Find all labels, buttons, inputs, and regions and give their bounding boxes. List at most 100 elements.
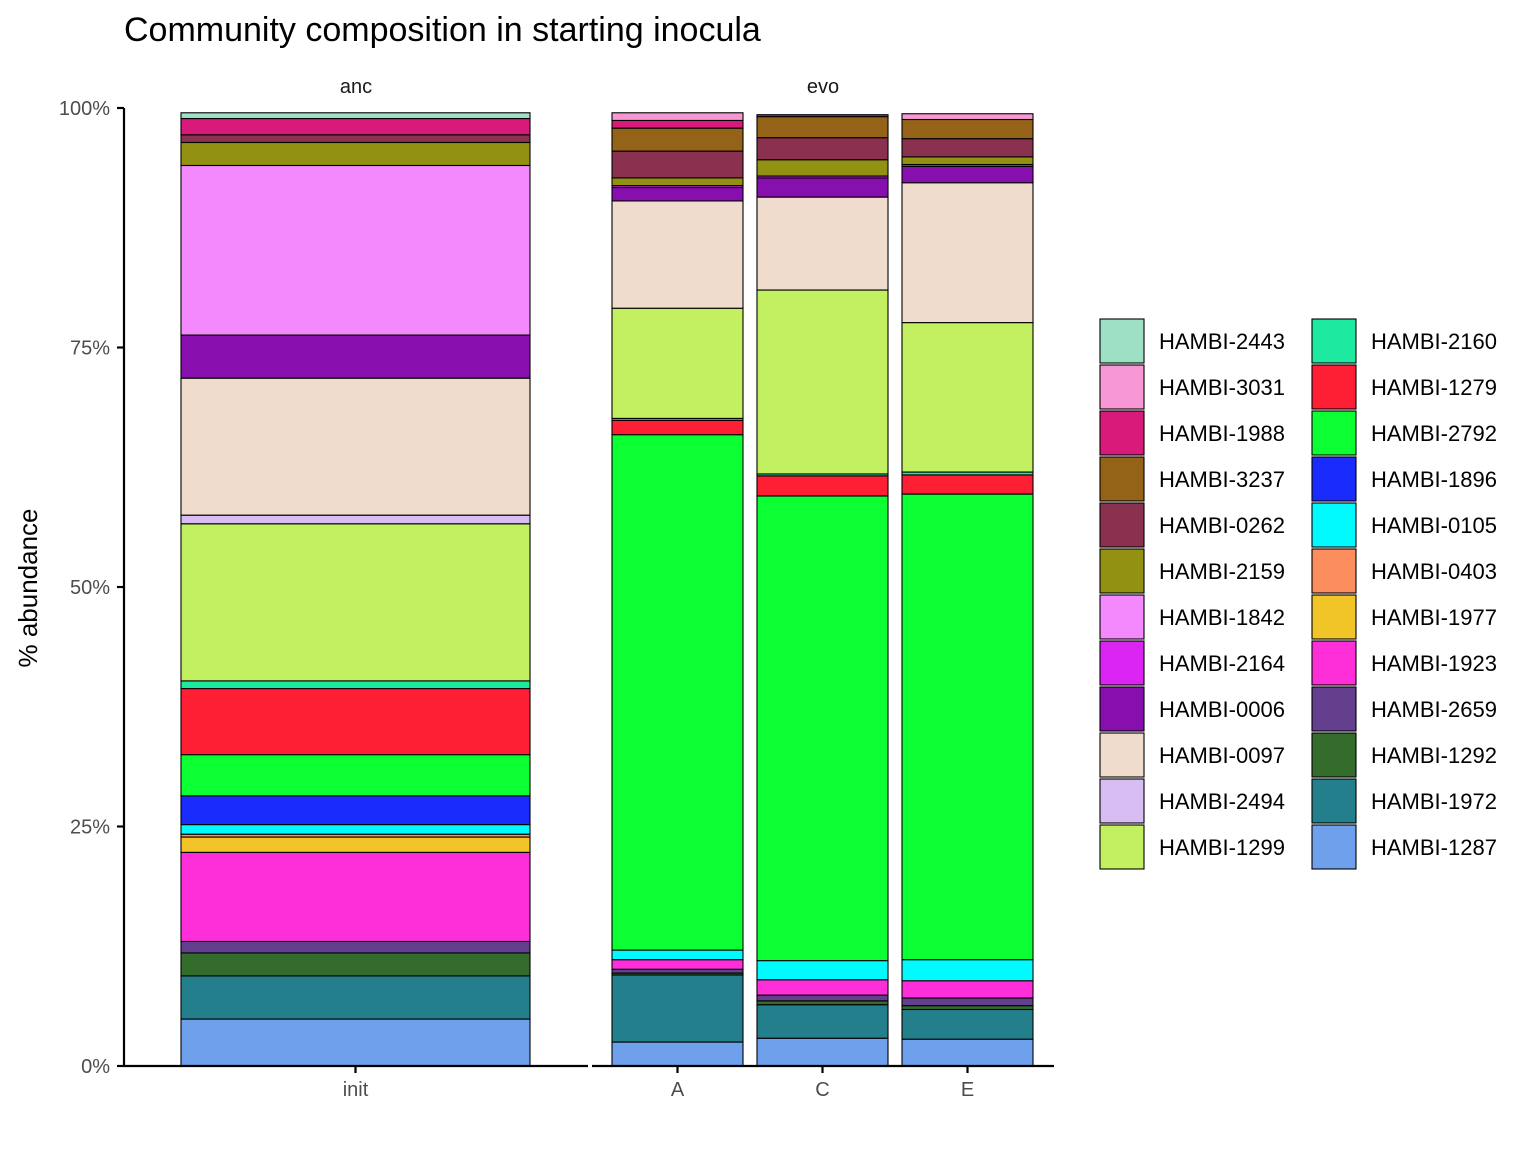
legend-key	[1311, 502, 1357, 548]
bar-e	[901, 113, 1034, 1067]
legend-key	[1311, 548, 1357, 594]
legend-item-hambi-2659: HAMBI-2659	[1311, 686, 1497, 732]
segment-hambi-0097-e	[901, 182, 1034, 324]
legend-label: HAMBI-1287	[1371, 835, 1497, 860]
segment-hambi-1923-e	[901, 980, 1034, 999]
segment-hambi-1287-init	[180, 1018, 531, 1067]
legend-label: HAMBI-2159	[1159, 559, 1285, 584]
legend-item-hambi-2494: HAMBI-2494	[1099, 778, 1285, 824]
segment-hambi-1977-init	[180, 836, 531, 853]
x-tick-label-a: A	[671, 1079, 685, 1101]
segment-hambi-2159-a	[611, 177, 744, 187]
segment-hambi-2443-init	[180, 112, 531, 120]
legend-key	[1099, 502, 1145, 548]
segment-hambi-1299-c	[756, 289, 889, 475]
facet-strip-label: anc	[340, 76, 372, 98]
facet-panels: anc init evo A C E 0% 25% 50% 75% 100%	[59, 76, 1054, 1101]
legend: HAMBI-2443 HAMBI-3031 HAMBI-1988 HAMBI-3237…	[1099, 318, 1497, 870]
segment-hambi-1299-e	[901, 322, 1034, 473]
segment-hambi-2792-c	[756, 495, 889, 962]
segment-hambi-1988-c	[756, 114, 889, 118]
segment-hambi-0105-e	[901, 959, 1034, 982]
legend-item-hambi-0262: HAMBI-0262	[1099, 502, 1285, 548]
segment-hambi-1923-a	[611, 959, 744, 970]
segment-hambi-0105-init	[180, 824, 531, 835]
legend-key	[1311, 410, 1357, 456]
segment-hambi-1287-e	[901, 1038, 1034, 1067]
segment-hambi-0262-e	[901, 138, 1034, 158]
segment-hambi-1299-a	[611, 307, 744, 419]
legend-label: HAMBI-2792	[1371, 421, 1497, 446]
segment-hambi-0097-c	[756, 196, 889, 291]
legend-key	[1099, 364, 1145, 410]
x-tick-label-init: init	[343, 1079, 369, 1101]
x-tick-label-e: E	[961, 1079, 974, 1101]
legend-label: HAMBI-3237	[1159, 467, 1285, 492]
segment-hambi-0262-init	[180, 134, 531, 144]
segment-hambi-1923-c	[756, 979, 889, 996]
legend-key	[1311, 732, 1357, 778]
legend-item-hambi-2159: HAMBI-2159	[1099, 548, 1285, 594]
segment-hambi-0097-init	[180, 377, 531, 516]
segment-hambi-1972-a	[611, 974, 744, 1043]
segment-hambi-2659-c	[756, 994, 889, 1002]
legend-item-hambi-3237: HAMBI-3237	[1099, 456, 1285, 502]
segment-hambi-0006-a	[611, 186, 744, 202]
legend-label: HAMBI-0262	[1159, 513, 1285, 538]
segment-hambi-1279-init	[180, 687, 531, 756]
legend-label: HAMBI-1923	[1371, 651, 1497, 676]
legend-label: HAMBI-2160	[1371, 329, 1497, 354]
legend-key	[1311, 318, 1357, 364]
legend-key	[1311, 594, 1357, 640]
segment-hambi-1287-c	[756, 1037, 889, 1067]
segment-hambi-0097-a	[611, 200, 744, 309]
legend-key	[1099, 824, 1145, 870]
legend-key	[1311, 364, 1357, 410]
legend-label: HAMBI-0097	[1159, 743, 1285, 768]
legend-label: HAMBI-1988	[1159, 421, 1285, 446]
y-tick-label: 100%	[59, 98, 110, 120]
legend-item-hambi-3031: HAMBI-3031	[1099, 364, 1285, 410]
segment-hambi-2659-e	[901, 997, 1034, 1007]
segment-hambi-0006-init	[180, 334, 531, 379]
segment-hambi-1923-init	[180, 851, 531, 943]
segment-hambi-1287-a	[611, 1041, 744, 1067]
legend-key	[1099, 732, 1145, 778]
legend-item-hambi-1977: HAMBI-1977	[1311, 594, 1497, 640]
segment-hambi-3237-a	[611, 127, 744, 152]
legend-item-hambi-2164: HAMBI-2164	[1099, 640, 1285, 686]
chart-title: Community composition in starting inocul…	[124, 11, 761, 49]
legend-label: HAMBI-0105	[1371, 513, 1497, 538]
legend-key	[1311, 686, 1357, 732]
segment-hambi-2159-e	[901, 156, 1034, 166]
facet-anc: anc init	[124, 76, 588, 1101]
legend-item-hambi-0097: HAMBI-0097	[1099, 732, 1285, 778]
legend-label: HAMBI-1842	[1159, 605, 1285, 630]
segment-hambi-1299-init	[180, 523, 531, 682]
segment-hambi-2659-a	[611, 968, 744, 974]
segment-hambi-2792-e	[901, 493, 1034, 961]
legend-label: HAMBI-2659	[1371, 697, 1497, 722]
legend-key	[1311, 640, 1357, 686]
legend-label: HAMBI-1299	[1159, 835, 1285, 860]
legend-item-hambi-2792: HAMBI-2792	[1311, 410, 1497, 456]
segment-hambi-0006-c	[756, 177, 889, 198]
legend-item-hambi-1988: HAMBI-1988	[1099, 410, 1285, 456]
legend-key	[1099, 456, 1145, 502]
y-axis-label: % abundance	[13, 508, 43, 667]
y-tick-label: 50%	[70, 577, 110, 599]
segment-hambi-2792-a	[611, 434, 744, 951]
legend-key	[1099, 640, 1145, 686]
segment-hambi-1988-init	[180, 117, 531, 136]
segment-hambi-0105-c	[756, 960, 889, 981]
legend-label: HAMBI-3031	[1159, 375, 1285, 400]
segment-hambi-2659-init	[180, 940, 531, 954]
facet-strip-label: evo	[807, 76, 839, 98]
legend-item-hambi-1292: HAMBI-1292	[1311, 732, 1497, 778]
legend-item-hambi-1923: HAMBI-1923	[1311, 640, 1497, 686]
legend-label: HAMBI-2494	[1159, 789, 1285, 814]
legend-key	[1099, 318, 1145, 364]
legend-label: HAMBI-1896	[1371, 467, 1497, 492]
legend-item-hambi-1842: HAMBI-1842	[1099, 594, 1285, 640]
